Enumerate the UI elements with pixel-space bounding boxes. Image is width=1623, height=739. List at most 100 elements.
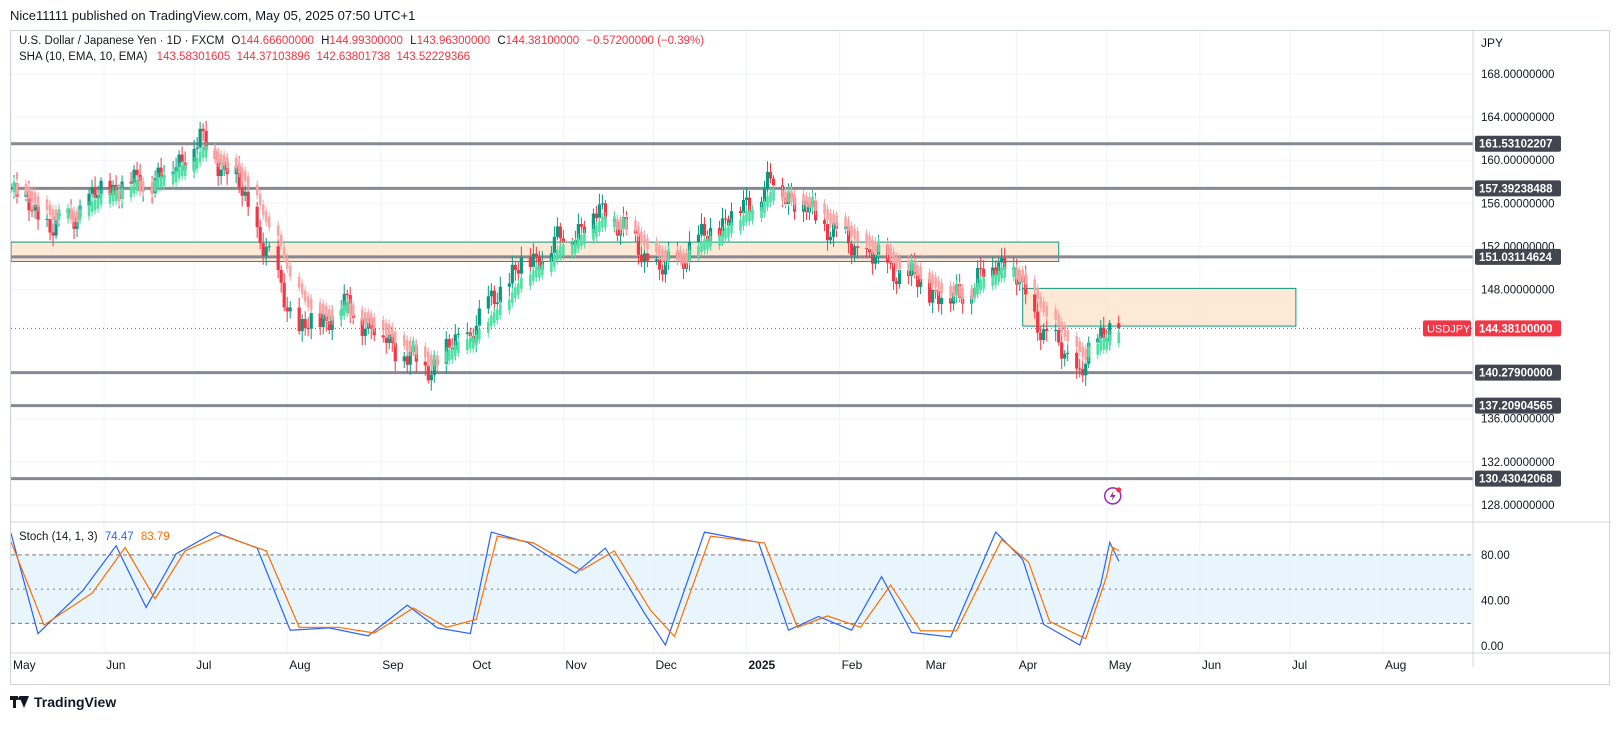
sha-body <box>135 180 139 191</box>
sha-body <box>246 176 250 188</box>
sha-body <box>435 355 439 367</box>
sha-body <box>1108 334 1112 346</box>
sha-body <box>835 215 838 227</box>
candle-body <box>852 246 857 256</box>
price-tick-label: 156.00000000 <box>1481 198 1555 210</box>
stoch-k-value: 74.47 <box>104 531 134 543</box>
candle-body <box>1054 329 1058 331</box>
candle-body <box>219 169 223 177</box>
candle-body <box>591 213 595 234</box>
price-tick-label: 148.00000000 <box>1481 284 1555 296</box>
chart-svg[interactable]: JPY 168.00000000 164.00000000 160.00000000 1… <box>11 31 1611 686</box>
candle-body <box>639 254 644 263</box>
sha-body <box>571 243 574 255</box>
sha-body <box>751 209 754 221</box>
time-tick-label: May <box>13 658 36 672</box>
candle-body <box>762 188 767 202</box>
candle-body <box>345 293 349 296</box>
sha-body <box>469 337 472 349</box>
level-price-tag <box>1475 180 1561 197</box>
candle-body <box>30 210 34 212</box>
sha-body <box>1057 314 1061 326</box>
sha-body <box>180 165 184 177</box>
candle-body <box>949 297 953 304</box>
candle-body <box>895 281 899 285</box>
sha-body <box>595 226 598 237</box>
sha-body <box>490 315 493 327</box>
sha-body <box>381 319 385 331</box>
sha-body <box>748 210 751 222</box>
candle-body <box>1099 327 1103 339</box>
time-tick-label: Feb <box>842 658 863 672</box>
sha-body <box>1042 301 1046 313</box>
main-legend: U.S. Dollar / Japanese Yen · 1D · FXCM O… <box>19 35 704 47</box>
candle-body <box>447 339 451 348</box>
sha-body <box>550 261 553 273</box>
candle-body <box>489 290 493 297</box>
sha-body <box>36 196 40 208</box>
sha-body <box>129 186 133 198</box>
time-tick-label: May <box>1109 658 1132 672</box>
sha-body <box>706 238 709 250</box>
sha-body <box>961 288 964 300</box>
sha-body <box>393 331 397 343</box>
sha-body <box>955 284 958 296</box>
candle-body <box>1042 329 1046 340</box>
sha-body <box>120 188 124 200</box>
sha-body <box>781 190 784 201</box>
candle-body <box>642 253 647 263</box>
candle-body <box>132 169 136 184</box>
price-tick-label: 168.00000000 <box>1481 69 1555 81</box>
sha-body <box>1036 288 1040 299</box>
candle-body <box>1039 332 1043 340</box>
level-price-label: 157.39238488 <box>1479 183 1553 195</box>
sha-body <box>928 272 931 284</box>
sha-body <box>730 222 733 234</box>
sha-body <box>45 199 49 211</box>
sha-body <box>1021 270 1024 281</box>
level-price-label: 137.20904565 <box>1479 401 1553 413</box>
sha-body <box>1060 321 1064 333</box>
candle-body <box>135 169 139 175</box>
candle-body <box>87 193 91 206</box>
sha-body <box>432 354 436 366</box>
sha-body <box>69 208 73 220</box>
sha-body <box>93 199 97 211</box>
sha-body <box>766 196 769 207</box>
candle-body <box>870 252 875 264</box>
candle-body <box>1045 329 1049 331</box>
candle-body <box>849 243 854 256</box>
indicator-legend: SHA (10, EMA, 10, EMA) 143.58301605 144.… <box>19 51 470 63</box>
candle-body <box>216 158 220 177</box>
candle-body <box>318 313 322 328</box>
candle-body <box>928 279 932 303</box>
candle-body <box>555 226 559 237</box>
sha-body <box>487 321 490 333</box>
sha-body <box>808 196 811 208</box>
sha-body <box>535 266 538 278</box>
candle-body <box>873 254 878 264</box>
sha-body <box>1075 336 1079 347</box>
sha-body <box>556 249 559 261</box>
sha-body <box>529 275 532 286</box>
sha-body <box>204 146 208 158</box>
sha-body <box>718 234 721 246</box>
stoch-tick-label: 0.00 <box>1481 641 1503 653</box>
sha-body <box>96 197 100 209</box>
candle-body <box>108 180 112 196</box>
sha-body <box>1078 341 1082 352</box>
sha-body <box>511 292 514 304</box>
sha-body <box>976 282 979 294</box>
sha-body <box>33 192 37 204</box>
candle-body <box>45 218 49 220</box>
candle-body <box>771 178 776 186</box>
close-value: 144.38100000 <box>505 35 580 47</box>
candle-body <box>255 206 259 228</box>
candle-body <box>297 307 301 332</box>
sha-body <box>598 221 601 232</box>
sha-body <box>532 270 535 281</box>
level-price-tag <box>1475 364 1561 381</box>
candle-body <box>822 220 827 224</box>
low-value: 143.96300000 <box>416 35 491 47</box>
candle-body <box>1102 327 1106 338</box>
